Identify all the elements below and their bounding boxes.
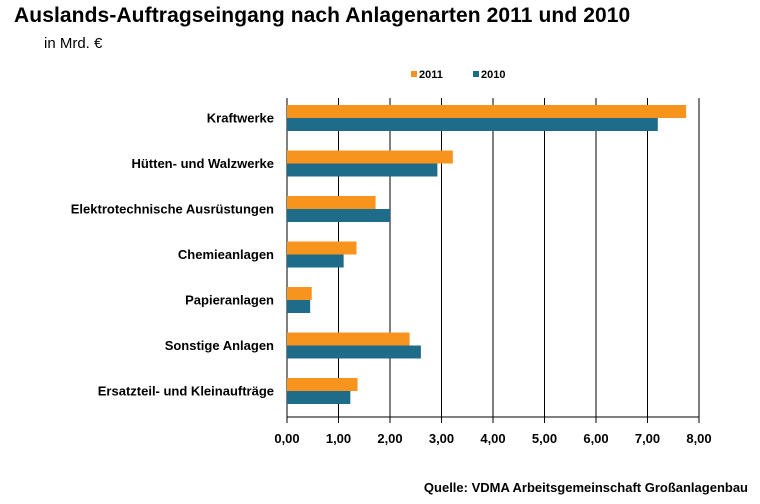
category-label: Sonstige Anlagen <box>165 338 274 353</box>
bar-2011 <box>287 241 357 255</box>
bar-2011 <box>287 332 410 346</box>
legend-swatch <box>473 71 479 77</box>
bar-2011 <box>287 150 453 164</box>
bar-2010 <box>287 345 421 359</box>
category-label: Hütten- und Walzwerke <box>131 156 274 171</box>
chart-subtitle: in Mrd. € <box>44 35 103 52</box>
category-label: Papieranlagen <box>185 293 274 308</box>
x-tick-label: 2,00 <box>377 431 402 446</box>
source-note: Quelle: VDMA Arbeitsgemeinschaft Großanl… <box>423 480 748 495</box>
category-label: Elektrotechnische Ausrüstungen <box>71 202 274 217</box>
bar-2011 <box>287 105 687 118</box>
bar-2010 <box>287 254 344 268</box>
bar-2011 <box>287 196 376 209</box>
x-tick-label: 4,00 <box>480 431 505 446</box>
legend-swatch <box>411 71 417 77</box>
bar-2010 <box>287 118 658 131</box>
bar-2010 <box>287 300 311 313</box>
x-tick-label: 8,00 <box>686 431 711 446</box>
x-tick-label: 0,00 <box>274 431 299 446</box>
bar-2011 <box>287 287 312 300</box>
x-tick-label: 5,00 <box>532 431 557 446</box>
bar-2010 <box>287 391 351 404</box>
category-label: Kraftwerke <box>207 111 274 126</box>
bar-2010 <box>287 209 390 222</box>
legend-label: 2011 <box>419 69 443 81</box>
x-tick-label: 1,00 <box>326 431 351 446</box>
bar-2011 <box>287 378 358 391</box>
category-label: Chemieanlagen <box>178 247 274 262</box>
x-tick-label: 6,00 <box>583 431 608 446</box>
x-tick-label: 3,00 <box>429 431 454 446</box>
category-label: Ersatzteil- und Kleinaufträge <box>98 384 274 399</box>
legend-label: 2010 <box>481 69 505 81</box>
x-tick-label: 7,00 <box>635 431 660 446</box>
bar-2010 <box>287 163 438 177</box>
chart-title: Auslands-Auftragseingang nach Anlagenart… <box>14 4 631 27</box>
